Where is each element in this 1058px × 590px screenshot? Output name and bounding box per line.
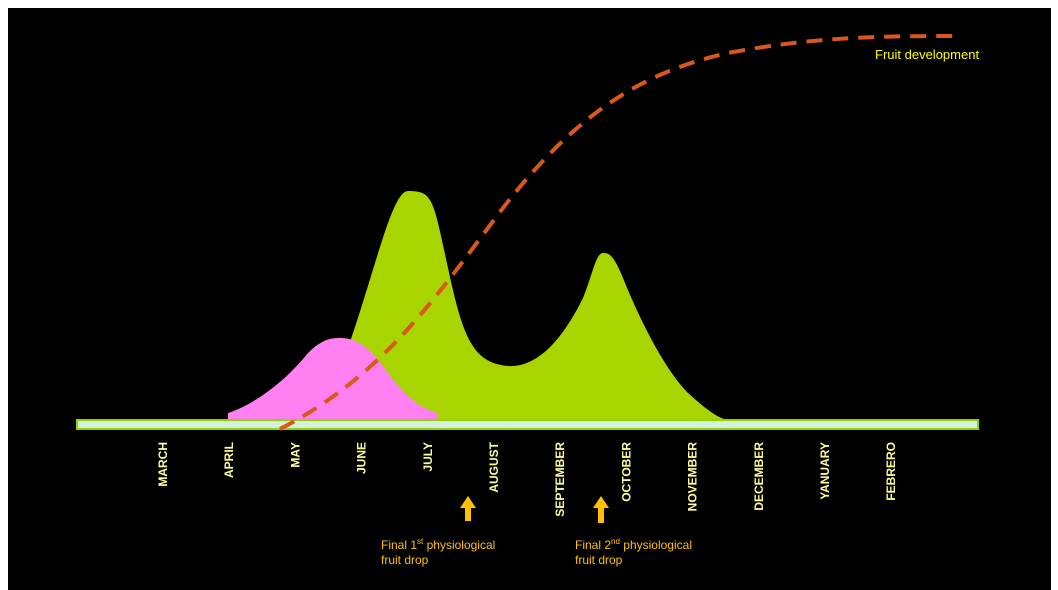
month-label-yanuary: YANUARY	[818, 442, 832, 500]
arrow-up-icon	[460, 496, 476, 521]
month-label-august: AUGUST	[487, 441, 501, 492]
month-label-december: DECEMBER	[752, 442, 766, 511]
month-label-may: MAY	[288, 442, 302, 468]
month-label-febrero: FEBRERO	[884, 442, 898, 501]
first-drop-arrow	[460, 496, 476, 521]
second-drop-arrow	[593, 496, 609, 523]
second-drop-note-line2: fruit drop	[575, 553, 623, 567]
diagram-canvas: Fruit development MARCH APRIL MAY JUNE JULY A…	[8, 8, 1051, 590]
month-label-november: NOVEMBER	[686, 442, 700, 512]
pink-flowering-area	[228, 338, 438, 420]
diagram-background	[8, 8, 1051, 590]
phenology-diagram: Fruit development MARCH APRIL MAY JUNE JULY A…	[8, 8, 1051, 590]
month-labels: MARCH APRIL MAY JUNE JULY AUGUST SEPTEMBER OCTO…	[156, 441, 898, 516]
month-label-april: APRIL	[222, 442, 236, 478]
first-drop-note-line1: Final 1st physiological	[381, 537, 495, 552]
month-label-june: JUNE	[355, 442, 369, 474]
timeline-bar	[76, 419, 979, 430]
arrow-up-icon	[593, 496, 609, 523]
month-label-september: SEPTEMBER	[553, 442, 567, 517]
fruit-development-label: Fruit development	[875, 47, 979, 62]
month-label-july: JULY	[421, 442, 435, 472]
month-label-march: MARCH	[156, 442, 170, 487]
month-label-october: OCTOBER	[619, 442, 633, 502]
first-drop-note-line2: fruit drop	[381, 553, 429, 567]
fruit-development-curve	[279, 34, 954, 431]
second-drop-note-line1: Final 2nd physiological	[575, 537, 692, 552]
